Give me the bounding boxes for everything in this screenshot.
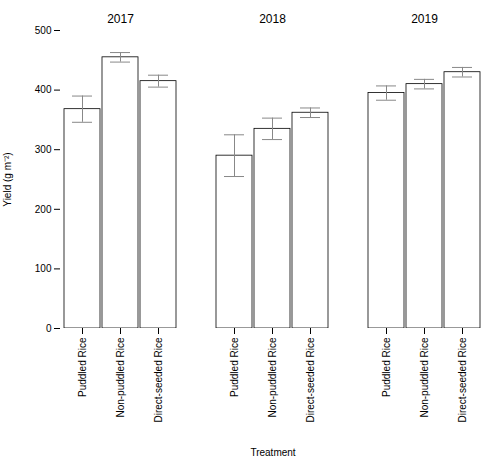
svg-text:Yield (g m⁻²): Yield (g m⁻²) — [2, 152, 13, 206]
svg-text:Puddled Rice: Puddled Rice — [229, 337, 240, 397]
svg-text:0: 0 — [46, 323, 52, 334]
svg-text:Direct-seeded Rice: Direct-seeded Rice — [153, 337, 164, 422]
svg-text:2019: 2019 — [411, 12, 438, 26]
svg-text:Non-puddled Rice: Non-puddled Rice — [115, 337, 126, 417]
svg-text:Direct-seeded Rice: Direct-seeded Rice — [305, 337, 316, 422]
svg-text:Puddled Rice: Puddled Rice — [381, 337, 392, 397]
svg-text:Non-puddled Rice: Non-puddled Rice — [267, 337, 278, 417]
svg-text:100: 100 — [35, 263, 52, 274]
svg-text:Non-puddled Rice: Non-puddled Rice — [419, 337, 430, 417]
svg-text:200: 200 — [35, 204, 52, 215]
svg-text:2018: 2018 — [259, 12, 286, 26]
svg-text:500: 500 — [35, 25, 52, 36]
svg-text:2017: 2017 — [107, 12, 134, 26]
svg-text:Puddled Rice: Puddled Rice — [77, 337, 88, 397]
svg-text:300: 300 — [35, 144, 52, 155]
svg-text:400: 400 — [35, 84, 52, 95]
svg-text:Treatment: Treatment — [250, 447, 295, 458]
svg-text:Direct-seeded Rice: Direct-seeded Rice — [457, 337, 468, 422]
